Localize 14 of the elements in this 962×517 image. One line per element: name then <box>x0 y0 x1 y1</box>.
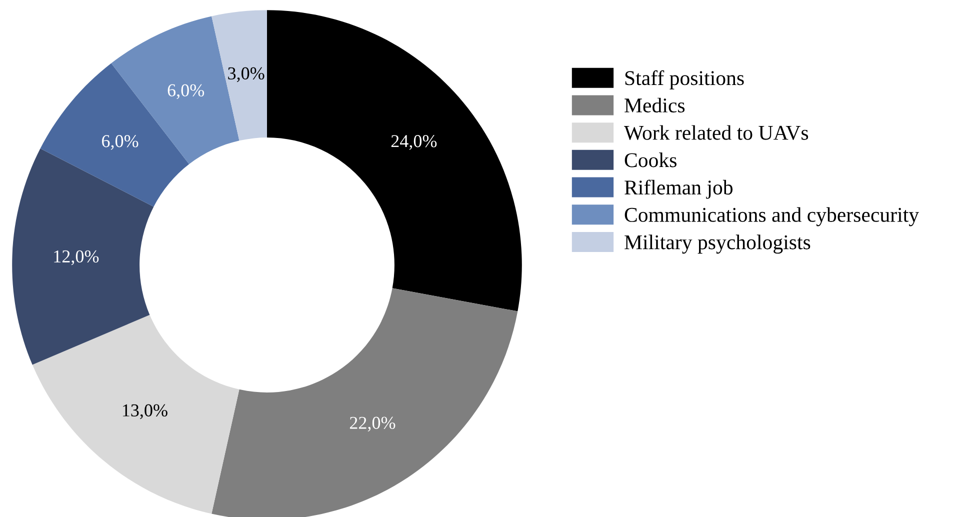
data-label: 24,0% <box>391 135 437 150</box>
legend-label: Communications and cybersecurity <box>624 207 919 226</box>
legend-label: Medics <box>624 98 685 113</box>
data-label: 22,0% <box>350 416 396 432</box>
data-label: 13,0% <box>122 404 168 420</box>
legend-label: Staff positions <box>625 70 744 90</box>
legend-label: Work related to UAVs <box>624 125 808 140</box>
data-label: 6,0% <box>168 84 204 100</box>
data-label: 3,0% <box>228 67 264 82</box>
data-label: 6,0% <box>102 135 138 150</box>
legend-label: Cooks <box>624 152 676 168</box>
legend-label: Military psychologists <box>624 234 810 254</box>
data-label: 12,0% <box>54 250 99 266</box>
legend-label: Rifleman job <box>624 180 733 199</box>
